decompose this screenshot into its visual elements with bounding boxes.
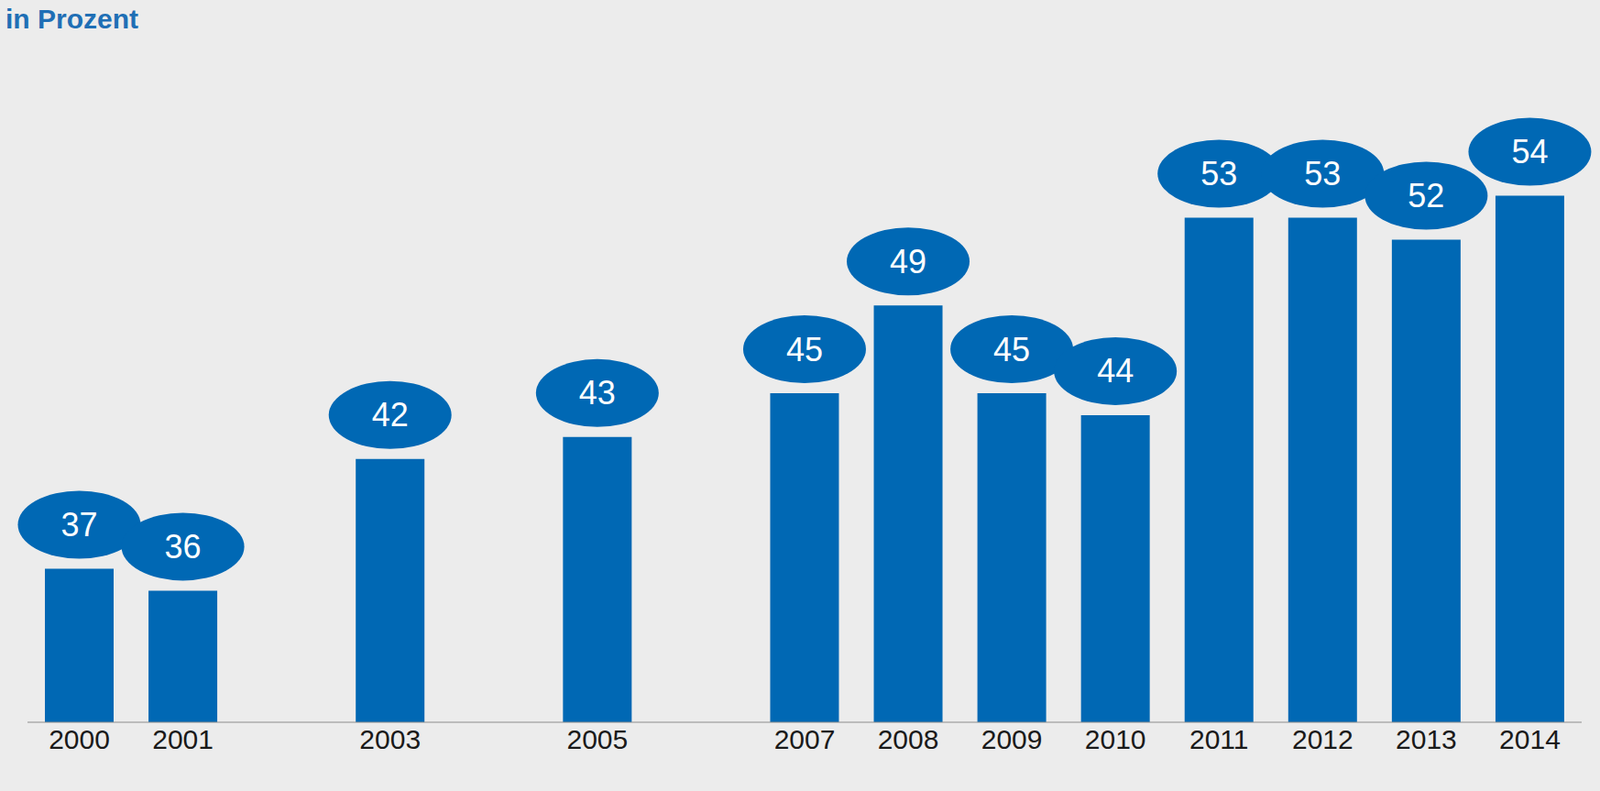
svg-text:2011: 2011: [1189, 723, 1250, 755]
svg-text:44: 44: [1096, 351, 1134, 390]
svg-text:52: 52: [1407, 176, 1445, 215]
svg-text:2014: 2014: [1499, 723, 1561, 755]
svg-text:49: 49: [889, 242, 927, 281]
svg-text:2003: 2003: [359, 723, 421, 755]
svg-text:45: 45: [786, 330, 823, 369]
svg-text:2007: 2007: [774, 723, 836, 755]
svg-text:2012: 2012: [1292, 723, 1354, 755]
svg-text:43: 43: [579, 373, 616, 412]
svg-text:45: 45: [993, 330, 1031, 369]
svg-text:2009: 2009: [981, 723, 1043, 755]
svg-text:53: 53: [1200, 154, 1238, 193]
html-text:in Prozent: in Prozent: [5, 3, 139, 34]
svg-text:2010: 2010: [1084, 723, 1147, 755]
svg-text:2008: 2008: [877, 723, 940, 755]
svg-text:36: 36: [164, 527, 202, 566]
svg-text:42: 42: [372, 395, 409, 434]
svg-text:2005: 2005: [566, 723, 628, 755]
svg-text:2001: 2001: [152, 723, 214, 755]
svg-text:37: 37: [60, 505, 98, 544]
svg-text:2013: 2013: [1395, 723, 1458, 755]
svg-text:54: 54: [1511, 132, 1548, 171]
svg-text:2000: 2000: [48, 723, 110, 755]
svg-text:53: 53: [1304, 154, 1341, 193]
